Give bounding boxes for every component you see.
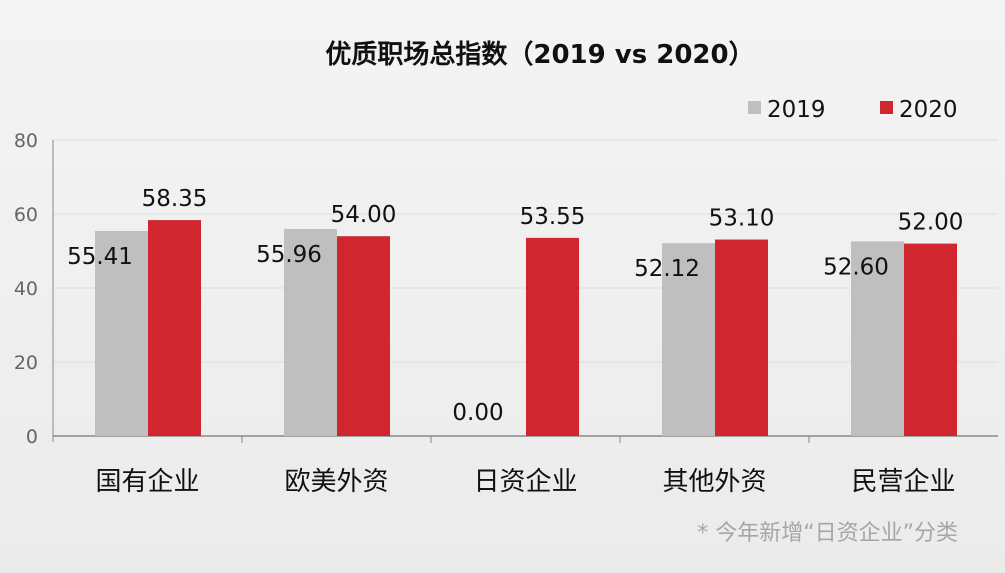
legend-label: 2020 xyxy=(899,97,958,123)
legend-label: 2019 xyxy=(767,97,826,123)
y-tick-label: 40 xyxy=(14,278,38,300)
chart-title: 优质职场总指数（2019 vs 2020） xyxy=(325,40,754,70)
legend: 2019 2020 xyxy=(748,97,958,123)
x-tick-label: 其他外资 xyxy=(662,467,766,497)
x-tick-label: 民营企业 xyxy=(851,467,955,497)
x-tick-label: 日资企业 xyxy=(473,467,577,497)
data-label: 58.35 xyxy=(142,186,208,212)
bar-2019 xyxy=(95,230,148,436)
gridlines: 0 20 40 60 80 xyxy=(14,130,998,448)
data-label: 52.60 xyxy=(823,254,889,280)
x-tick-label: 欧美外资 xyxy=(284,467,388,497)
y-tick-label: 60 xyxy=(14,204,38,226)
bar-2020 xyxy=(526,237,579,436)
legend-swatch xyxy=(880,101,893,114)
data-labels: 55.41 58.35 55.96 54.00 0.00 53.55 52.12 53.10 5… xyxy=(67,186,963,426)
data-label: 52.00 xyxy=(898,210,964,236)
data-label: 52.12 xyxy=(634,256,700,282)
bar-2019 xyxy=(662,243,715,436)
y-tick-label: 20 xyxy=(14,352,38,374)
data-label: 53.10 xyxy=(709,206,775,232)
bar-2020 xyxy=(715,239,768,436)
data-label: 53.55 xyxy=(520,204,586,230)
data-label: 55.96 xyxy=(256,242,322,268)
footnote: * 今年新增“日资企业”分类 xyxy=(697,521,958,546)
x-tick-label: 国有企业 xyxy=(95,467,199,497)
data-label: 54.00 xyxy=(331,202,397,228)
y-tick-label: 0 xyxy=(26,426,38,448)
data-label: 55.41 xyxy=(67,244,133,270)
bar-2020 xyxy=(337,236,390,436)
bar-2020 xyxy=(904,243,957,436)
bar-2019 xyxy=(851,241,904,436)
data-label: 0.00 xyxy=(452,400,503,426)
x-axis: 国有企业 欧美外资 日资企业 其他外资 民营企业 xyxy=(95,436,956,497)
bar-2020 xyxy=(148,220,201,436)
legend-swatch xyxy=(748,101,761,114)
bar-2019 xyxy=(284,228,337,436)
y-tick-label: 80 xyxy=(14,130,38,152)
bars xyxy=(95,220,957,436)
